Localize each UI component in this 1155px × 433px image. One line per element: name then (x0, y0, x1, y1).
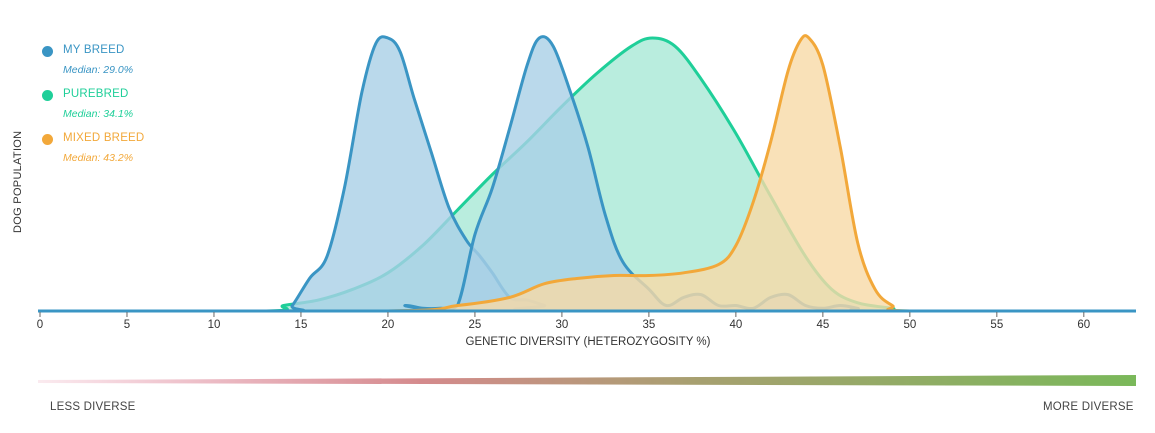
x-axis-label: GENETIC DIVERSITY (HETEROZYGOSITY %) (466, 336, 711, 348)
x-tick-label-15: 15 (295, 319, 308, 331)
series-area-my-breed-2 (40, 36, 1136, 311)
legend-median-my-breed: Median: 29.0% (63, 64, 134, 76)
series-line-mixed-breed-3 (40, 34, 1136, 313)
x-tick-label-50: 50 (903, 319, 916, 331)
x-tick-label-45: 45 (816, 319, 829, 331)
series-layer (40, 34, 1136, 313)
x-tick-label-5: 5 (124, 319, 130, 331)
x-tick-label-60: 60 (1077, 319, 1090, 331)
more-diverse-label: MORE DIVERSE (1043, 401, 1134, 413)
legend-dot-purebred (42, 90, 53, 101)
legend-label-my-breed: MY BREED (63, 44, 125, 56)
x-tick-label-40: 40 (729, 319, 742, 331)
x-tick-label-25: 25 (469, 319, 482, 331)
legend-median-purebred: Median: 34.1% (63, 108, 134, 120)
legend-dot-mixed-breed (42, 134, 53, 145)
legend-dot-my-breed (42, 46, 53, 57)
legend-label-purebred: PUREBRED (63, 88, 129, 100)
x-tick-label-35: 35 (642, 319, 655, 331)
x-tick-label-0: 0 (37, 319, 43, 331)
x-tick-label-10: 10 (208, 319, 221, 331)
diversity-gradient-bar (38, 375, 1136, 386)
legend-median-mixed-breed: Median: 43.2% (63, 152, 134, 164)
x-tick-label-55: 55 (990, 319, 1003, 331)
x-tick-label-30: 30 (556, 319, 569, 331)
x-tick-label-20: 20 (382, 319, 395, 331)
less-diverse-label: LESS DIVERSE (50, 401, 136, 413)
x-axis-ticks: 0 5 10 15 20 25 30 35 40 45 50 55 60 (37, 312, 1090, 331)
y-axis-label: DOG POPULATION (12, 130, 24, 233)
legend-label-mixed-breed: MIXED BREED (63, 132, 145, 144)
